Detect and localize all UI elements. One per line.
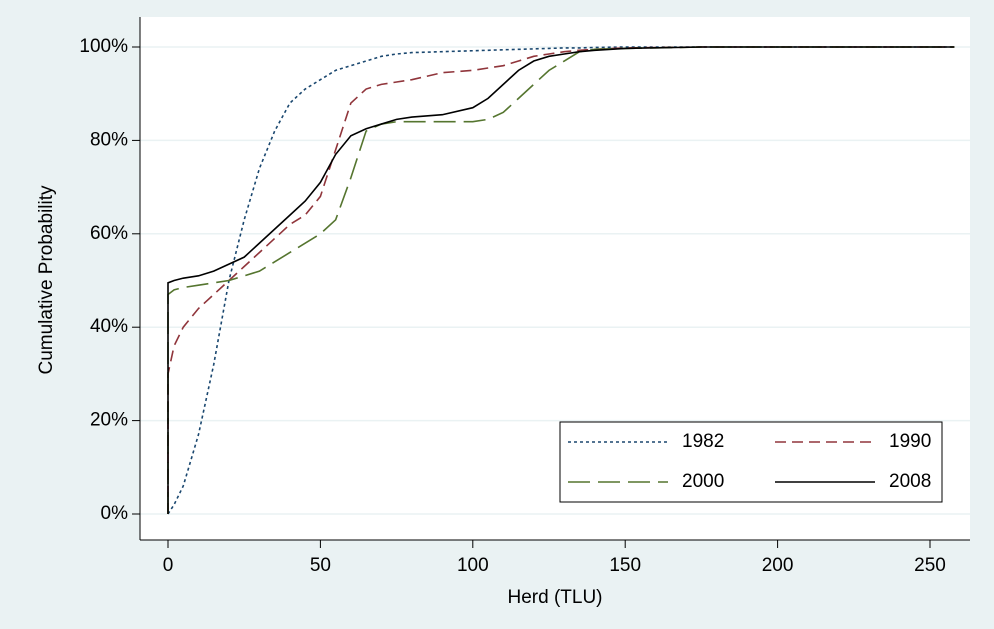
x-tick-label: 150 <box>609 555 641 576</box>
series-line <box>167 46 955 514</box>
y-axis-label: Cumulative Probability <box>36 185 57 375</box>
legend-label: 2000 <box>682 471 724 492</box>
series-line <box>167 46 955 514</box>
y-tick-label: 60% <box>90 223 128 244</box>
x-tick-label: 0 <box>163 555 174 576</box>
legend-box <box>559 421 943 503</box>
y-tick-label: 100% <box>79 36 128 57</box>
x-tick-label: 200 <box>762 555 794 576</box>
y-tick-label: 80% <box>90 129 128 150</box>
legend-label: 1990 <box>889 431 931 452</box>
y-tick-label: 20% <box>90 410 128 431</box>
legend-label: 2008 <box>889 471 931 492</box>
series-line <box>167 46 955 515</box>
x-axis-label: Herd (TLU) <box>507 587 602 608</box>
y-tick-label: 0% <box>101 503 129 524</box>
x-tick-label: 50 <box>310 555 331 576</box>
x-tick-label: 100 <box>457 555 489 576</box>
x-tick-label: 250 <box>914 555 946 576</box>
y-tick-label: 40% <box>90 316 128 337</box>
legend-label: 1982 <box>682 431 724 452</box>
